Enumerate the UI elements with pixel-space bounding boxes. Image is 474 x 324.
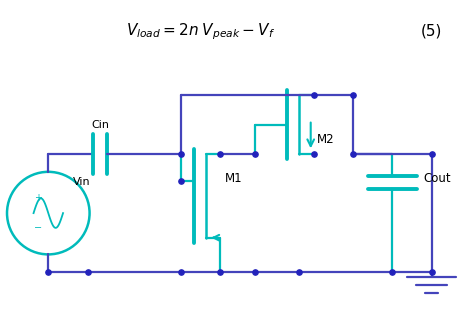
Text: Cin: Cin: [91, 120, 109, 130]
Text: M2: M2: [317, 133, 334, 146]
Text: +: +: [35, 193, 43, 203]
Text: −: −: [35, 223, 43, 233]
Text: Vin: Vin: [73, 177, 91, 187]
Text: Cout: Cout: [424, 172, 451, 185]
Text: M1: M1: [225, 172, 243, 185]
Text: $V_{load} = 2n\; V_{peak} - V_f$: $V_{load} = 2n\; V_{peak} - V_f$: [126, 21, 275, 41]
Text: (5): (5): [421, 24, 442, 39]
